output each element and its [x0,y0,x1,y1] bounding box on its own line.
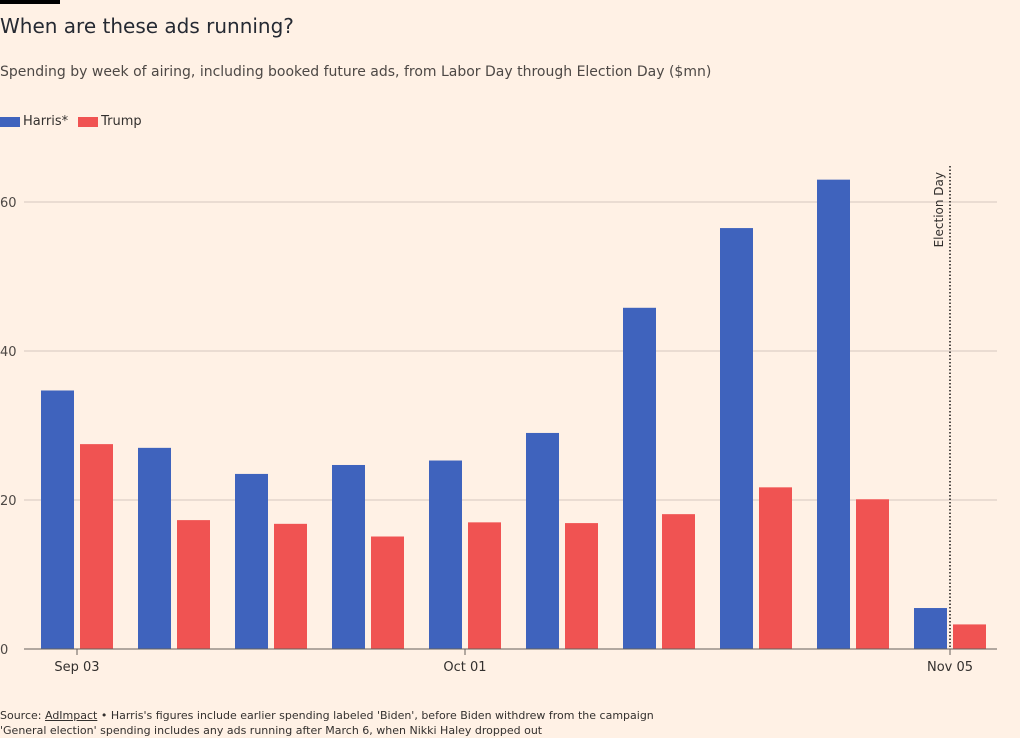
brand-bar [0,0,60,4]
legend-item-trump: Trump [78,114,142,129]
x-tick-label: Oct 01 [443,660,486,675]
source-line: Source: AdImpact • Harris's figures incl… [0,708,654,723]
bar-chart: 0 20 40 60 Sep 03 Oct 01 Nov 05 Election Day [0,166,997,675]
bar-harris [41,390,74,649]
bar-harris [138,447,171,649]
source-link[interactable]: AdImpact [44,709,98,722]
bar-trump [80,444,113,649]
legend-item-harris: Harris* [0,114,68,129]
y-tick-label: 20 [0,494,17,509]
bar-trump [274,523,307,649]
election-day-label: Election Day [932,172,946,247]
bar-trump [662,514,695,649]
bar-harris [526,432,559,649]
chart-subtitle: Spending by week of airing, including bo… [0,64,712,80]
legend-label-trump: Trump [101,114,142,129]
legend: Harris* Trump [0,114,152,129]
source-note: • Harris's figures include earlier spend… [97,709,654,722]
bar-trump [177,520,210,649]
bar-harris [817,179,850,649]
x-tick-label: Nov 05 [927,660,973,675]
y-tick-label: 0 [0,643,8,658]
y-tick-label: 60 [0,196,17,211]
bar-harris [332,464,365,649]
x-tick-label: Sep 03 [54,660,99,675]
bar-harris [235,473,268,649]
legend-swatch-harris [0,116,20,127]
footer-notes: Source: AdImpact • Harris's figures incl… [0,708,654,738]
bar-trump [371,536,404,649]
bar-trump [565,523,598,649]
bar-trump [468,522,501,649]
bar-harris [429,460,462,649]
footnote: 'General election' spending includes any… [0,724,543,737]
source-prefix: Source: [0,709,45,722]
y-tick-label: 40 [0,345,17,360]
bar-harris [623,307,656,649]
chart-title: When are these ads running? [0,14,294,38]
bar-trump [856,499,889,649]
bar-trump [953,624,986,649]
bar-trump [759,487,792,649]
bar-harris [720,228,753,649]
bar-harris [914,608,947,649]
legend-label-harris: Harris* [23,114,69,129]
legend-swatch-trump [78,116,99,127]
